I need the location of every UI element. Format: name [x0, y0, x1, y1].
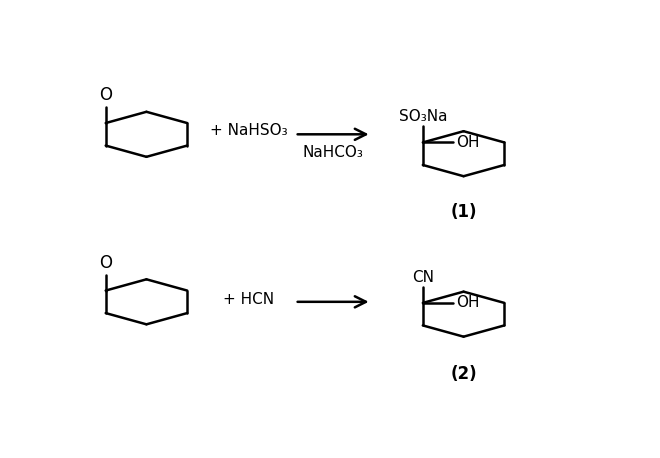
- Text: + HCN: + HCN: [223, 291, 275, 306]
- Text: + NaHSO₃: + NaHSO₃: [210, 123, 288, 138]
- Text: O: O: [99, 87, 112, 104]
- Text: OH: OH: [456, 295, 479, 311]
- Text: O: O: [99, 254, 112, 272]
- Text: SO₃Na: SO₃Na: [399, 109, 447, 124]
- Text: (2): (2): [450, 365, 477, 383]
- Text: NaHCO₃: NaHCO₃: [303, 145, 364, 160]
- Text: CN: CN: [412, 270, 434, 284]
- Text: (1): (1): [450, 203, 477, 221]
- Text: OH: OH: [456, 135, 479, 150]
